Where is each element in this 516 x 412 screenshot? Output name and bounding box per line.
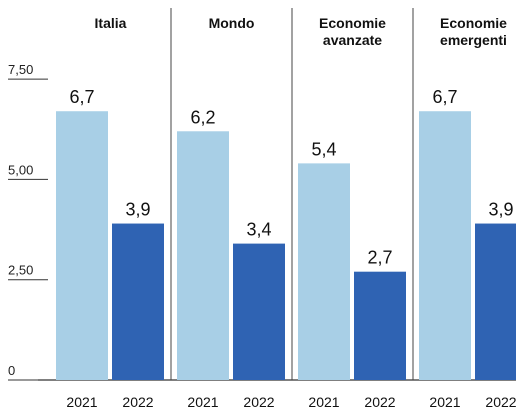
bar-3-2021: [419, 111, 471, 380]
data-label-0-0: 6,7: [69, 87, 94, 107]
panel-title-3-line-0: Economie: [440, 15, 507, 31]
y-tick-label-3: 7,50: [8, 62, 33, 77]
data-label-2-0: 5,4: [311, 139, 336, 159]
data-label-1-1: 3,4: [246, 220, 271, 240]
bar-3-2022: [475, 223, 516, 380]
bar-2-2022: [354, 271, 406, 380]
bar-1-2021: [177, 131, 229, 380]
panel-title-0-line-0: Italia: [95, 15, 127, 31]
y-tick-label-2: 5,00: [8, 162, 33, 177]
x-tick-label-3-0: 2021: [429, 394, 460, 410]
panel-title-2-line-1: avanzate: [323, 32, 382, 48]
x-tick-label-1-0: 2021: [187, 394, 218, 410]
x-tick-label-2-0: 2021: [308, 394, 339, 410]
x-tick-label-1-1: 2022: [243, 394, 274, 410]
bar-0-2021: [56, 111, 108, 380]
panel-title-3-line-1: emergenti: [440, 32, 507, 48]
x-tick-label-2-1: 2022: [364, 394, 395, 410]
y-tick-label-1: 2,50: [8, 263, 33, 278]
x-tick-label-3-1: 2022: [485, 394, 516, 410]
bar-2-2021: [298, 163, 350, 380]
data-label-0-1: 3,9: [125, 200, 150, 220]
bar-0-2022: [112, 223, 164, 380]
panel-title-2-line-0: Economie: [319, 15, 386, 31]
panel-title-1-line-0: Mondo: [209, 15, 255, 31]
x-tick-label-0-1: 2022: [122, 394, 153, 410]
data-label-3-1: 3,9: [488, 200, 513, 220]
y-tick-label-0: 0: [8, 363, 15, 378]
bar-1-2022: [233, 243, 285, 380]
data-label-3-0: 6,7: [432, 87, 457, 107]
data-label-2-1: 2,7: [367, 248, 392, 268]
data-label-1-0: 6,2: [190, 107, 215, 127]
x-tick-label-0-0: 2021: [66, 394, 97, 410]
